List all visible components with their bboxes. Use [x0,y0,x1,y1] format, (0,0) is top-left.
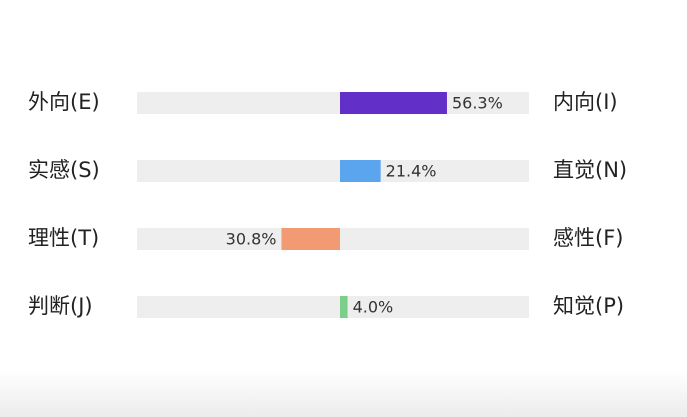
bar [340,296,348,318]
bottom-fade [0,370,687,417]
track [137,160,529,182]
left-label: 外向(E) [28,90,100,114]
value-label: 21.4% [386,162,437,181]
left-label: 实感(S) [28,158,100,182]
left-label: 理性(T) [28,226,99,250]
value-label: 4.0% [353,298,394,317]
bar [281,228,340,250]
bar [340,160,381,182]
right-label: 感性(F) [553,226,623,250]
right-label: 知觉(P) [553,294,624,318]
right-label: 内向(I) [553,90,618,114]
left-label: 判断(J) [28,294,93,318]
value-label: 56.3% [452,94,503,113]
right-label: 直觉(N) [553,158,627,182]
value-label: 30.8% [226,230,277,249]
track [137,296,529,318]
bar [340,92,447,114]
